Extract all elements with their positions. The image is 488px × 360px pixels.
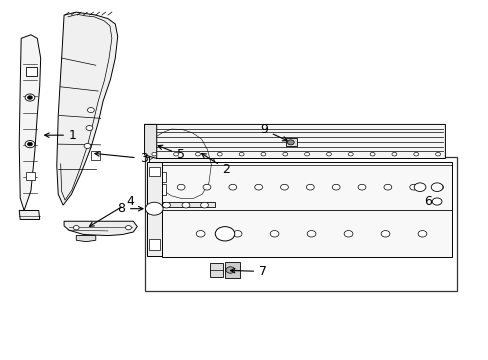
Circle shape	[430, 183, 442, 192]
Circle shape	[282, 152, 287, 156]
Circle shape	[280, 184, 288, 190]
Circle shape	[145, 202, 163, 215]
Text: 7: 7	[230, 265, 266, 278]
Circle shape	[196, 230, 204, 237]
Circle shape	[73, 226, 79, 230]
Circle shape	[270, 230, 278, 237]
Text: 1: 1	[44, 129, 77, 142]
Circle shape	[391, 152, 396, 156]
Polygon shape	[161, 162, 451, 257]
Bar	[285, 138, 296, 146]
Circle shape	[347, 152, 352, 156]
Circle shape	[200, 202, 208, 208]
Circle shape	[380, 230, 389, 237]
Bar	[26, 172, 35, 180]
Circle shape	[173, 152, 178, 156]
Circle shape	[152, 152, 157, 156]
Circle shape	[435, 184, 443, 190]
Text: 2: 2	[201, 153, 230, 176]
Polygon shape	[149, 126, 215, 202]
Bar	[224, 262, 239, 278]
Circle shape	[409, 184, 417, 190]
Text: 5: 5	[158, 145, 185, 161]
Circle shape	[27, 142, 32, 146]
Circle shape	[306, 230, 315, 237]
Circle shape	[326, 152, 331, 156]
Circle shape	[27, 96, 32, 99]
Text: 3: 3	[95, 152, 147, 165]
Polygon shape	[19, 211, 40, 220]
Circle shape	[125, 226, 131, 230]
Polygon shape	[64, 221, 137, 235]
Circle shape	[182, 202, 189, 208]
Bar	[210, 263, 222, 277]
Circle shape	[87, 108, 94, 113]
Text: 9: 9	[260, 123, 286, 141]
Circle shape	[261, 152, 265, 156]
Circle shape	[344, 230, 352, 237]
Circle shape	[254, 184, 262, 190]
Circle shape	[369, 152, 374, 156]
Circle shape	[215, 226, 234, 241]
Circle shape	[431, 198, 441, 205]
Circle shape	[203, 184, 210, 190]
Polygon shape	[76, 235, 96, 242]
Circle shape	[417, 230, 426, 237]
Circle shape	[357, 184, 365, 190]
Bar	[149, 167, 159, 176]
Bar	[149, 239, 159, 250]
Circle shape	[162, 202, 170, 208]
Circle shape	[233, 230, 242, 237]
Polygon shape	[57, 12, 118, 205]
Circle shape	[304, 152, 309, 156]
Circle shape	[413, 152, 418, 156]
Circle shape	[413, 183, 425, 192]
Bar	[155, 184, 165, 195]
Circle shape	[217, 152, 222, 156]
Circle shape	[25, 94, 35, 101]
Circle shape	[25, 140, 35, 148]
Circle shape	[86, 126, 93, 131]
Circle shape	[228, 184, 236, 190]
Circle shape	[306, 184, 314, 190]
Text: 4: 4	[89, 195, 134, 226]
Circle shape	[287, 140, 294, 145]
Polygon shape	[152, 202, 215, 207]
Polygon shape	[19, 35, 41, 211]
Text: 8: 8	[117, 202, 142, 215]
Circle shape	[435, 152, 440, 156]
Bar	[144, 157, 456, 291]
Circle shape	[225, 267, 234, 273]
Circle shape	[331, 184, 339, 190]
Circle shape	[195, 152, 200, 156]
Text: 6: 6	[423, 195, 431, 208]
Bar	[155, 172, 165, 182]
Circle shape	[383, 184, 391, 190]
Circle shape	[177, 184, 184, 190]
Polygon shape	[144, 125, 445, 158]
Polygon shape	[144, 125, 157, 158]
Bar	[147, 162, 161, 256]
Circle shape	[84, 143, 91, 148]
Bar	[26, 67, 37, 76]
Bar	[91, 151, 100, 160]
Circle shape	[239, 152, 244, 156]
